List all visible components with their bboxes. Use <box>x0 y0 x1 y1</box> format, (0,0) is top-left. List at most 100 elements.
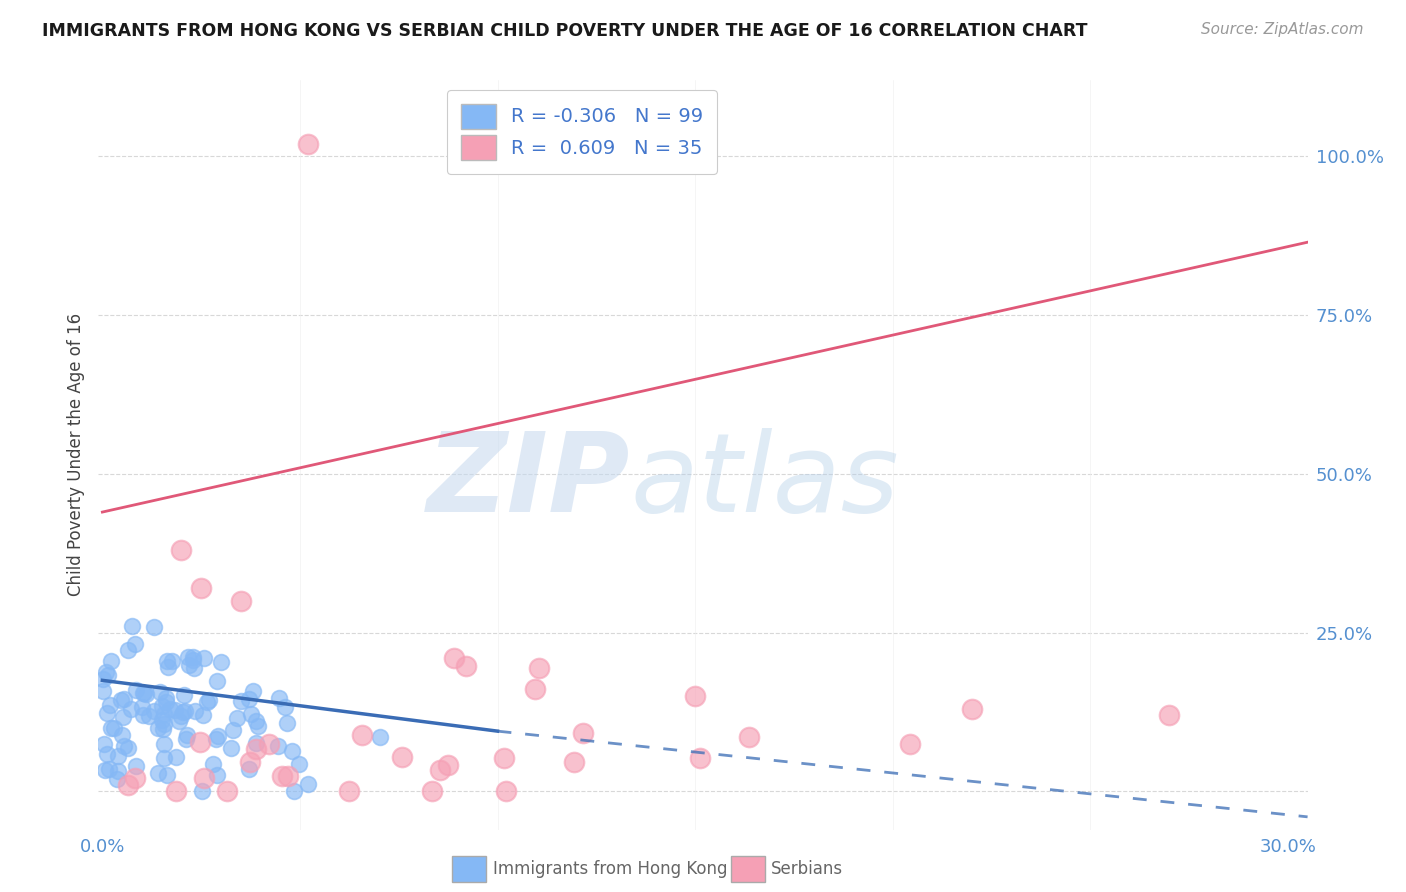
FancyBboxPatch shape <box>453 855 486 882</box>
Point <box>98 698 121 712</box>
Point <box>132 686 155 700</box>
Point <box>97 668 120 682</box>
Point <box>150 713 173 727</box>
Text: Serbians: Serbians <box>770 860 844 878</box>
Point <box>172 705 194 719</box>
Point <box>100 655 122 669</box>
Point <box>111 710 134 724</box>
Point <box>94 665 117 679</box>
Point <box>297 777 319 791</box>
Point <box>247 719 270 733</box>
Point <box>277 769 299 783</box>
Point <box>167 714 190 728</box>
Point <box>148 765 170 780</box>
Point <box>146 721 169 735</box>
Point <box>737 730 759 744</box>
Point <box>245 742 267 756</box>
Point <box>176 732 198 747</box>
Point <box>202 756 225 771</box>
Point <box>160 654 183 668</box>
Text: ZIP: ZIP <box>427 427 630 534</box>
Point <box>191 707 214 722</box>
Point <box>205 768 228 782</box>
Point <box>120 702 142 716</box>
Text: atlas: atlas <box>630 427 898 534</box>
Point <box>125 759 148 773</box>
Point <box>91 673 114 687</box>
Point <box>176 650 198 665</box>
Point <box>225 711 247 725</box>
Text: Immigrants from Hong Kong: Immigrants from Hong Kong <box>492 860 727 878</box>
Legend: R = -0.306   N = 99, R =  0.609   N = 35: R = -0.306 N = 99, R = 0.609 N = 35 <box>447 90 717 174</box>
Y-axis label: Child Poverty Under the Age of 16: Child Poverty Under the Age of 16 <box>66 313 84 597</box>
Point <box>124 637 146 651</box>
Point <box>562 755 585 769</box>
Point <box>132 708 155 723</box>
Point <box>207 674 229 689</box>
Point <box>283 784 305 798</box>
Point <box>143 620 166 634</box>
Point <box>91 684 114 698</box>
Point <box>1159 708 1181 723</box>
Point <box>150 698 173 713</box>
Point <box>117 643 139 657</box>
Point <box>111 728 134 742</box>
Point <box>105 772 128 786</box>
Point <box>121 619 143 633</box>
Point <box>370 731 392 745</box>
Point <box>190 581 212 595</box>
Point <box>156 655 179 669</box>
FancyBboxPatch shape <box>731 855 765 882</box>
Point <box>689 750 711 764</box>
Point <box>152 723 174 737</box>
Point <box>245 714 267 728</box>
Point <box>174 704 197 718</box>
Point <box>117 778 139 792</box>
Point <box>135 687 157 701</box>
Point <box>239 707 262 722</box>
Point <box>193 650 215 665</box>
Point <box>259 737 281 751</box>
Point <box>153 737 176 751</box>
Point <box>117 740 139 755</box>
Point <box>159 702 181 716</box>
Point <box>193 772 215 786</box>
Point <box>149 685 172 699</box>
Point <box>93 763 115 777</box>
Point <box>143 704 166 718</box>
Point <box>571 726 593 740</box>
Point <box>110 693 132 707</box>
Text: Source: ZipAtlas.com: Source: ZipAtlas.com <box>1201 22 1364 37</box>
Point <box>124 772 146 786</box>
Point <box>337 784 360 798</box>
Point <box>209 656 232 670</box>
Point <box>205 731 228 746</box>
Point <box>242 684 264 698</box>
Point <box>155 690 177 705</box>
Point <box>245 736 267 750</box>
Point <box>191 784 214 798</box>
Point <box>165 784 187 798</box>
Point <box>155 695 177 709</box>
Point <box>443 651 465 665</box>
Point <box>112 692 135 706</box>
Point <box>138 708 160 723</box>
Point <box>165 749 187 764</box>
Point <box>170 543 193 558</box>
Point <box>492 750 515 764</box>
Point <box>281 744 304 758</box>
Point <box>683 690 706 704</box>
Point <box>297 136 319 151</box>
Point <box>112 739 135 754</box>
Point <box>153 751 176 765</box>
Point <box>131 700 153 714</box>
Point <box>195 695 218 709</box>
Point <box>229 594 252 608</box>
Point <box>436 757 458 772</box>
Point <box>163 703 186 717</box>
Point <box>156 768 179 782</box>
Point <box>267 739 290 754</box>
Point <box>93 737 115 751</box>
Point <box>96 706 118 721</box>
Point <box>523 681 546 696</box>
